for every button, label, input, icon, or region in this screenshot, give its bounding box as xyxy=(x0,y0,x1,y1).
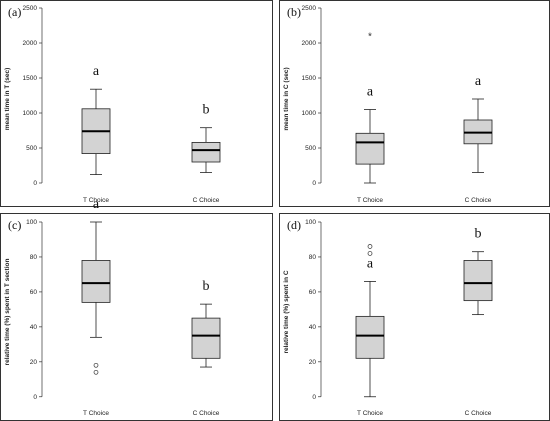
y-tick-label: 80 xyxy=(30,254,38,261)
y-tick-label: 0 xyxy=(33,394,37,401)
box-c-choice: b xyxy=(463,227,493,316)
iqr-box xyxy=(191,141,221,163)
box-c-choice: a xyxy=(463,74,493,173)
iqr-box xyxy=(81,260,111,303)
outlier-point xyxy=(367,244,373,249)
panel-label: (a) xyxy=(8,5,21,19)
y-tick-label: 40 xyxy=(30,324,38,331)
panel-label: (c) xyxy=(8,218,21,232)
y-tick-label: 0 xyxy=(312,180,316,187)
box-t-choice: a xyxy=(81,197,111,375)
y-tick-label: 80 xyxy=(309,254,317,261)
panel-a: (a) 0 500 1000 1500 2000 2500 mean time in T (s… xyxy=(0,0,273,207)
x-tick-label: C Choice xyxy=(465,197,492,204)
y-axis-label: mean time in T (sec) xyxy=(4,68,11,131)
outlier-point xyxy=(93,362,99,368)
box-t-choice: a xyxy=(81,64,111,176)
iqr-box xyxy=(355,132,385,165)
y-tick-label: 1000 xyxy=(302,110,317,117)
y-tick-label: 2500 xyxy=(302,5,317,12)
x-tick-label: T Choice xyxy=(83,410,109,417)
box-c-choice: b xyxy=(191,103,221,173)
y-tick-label: 1500 xyxy=(302,75,317,82)
iqr-box xyxy=(355,315,385,359)
outlier-point xyxy=(367,251,373,256)
y-tick-label: 20 xyxy=(309,359,317,366)
box-t-choice: a xyxy=(355,244,385,398)
y-tick-label: 0 xyxy=(312,394,316,401)
panel-frame xyxy=(279,213,550,421)
panel-label: (b) xyxy=(287,5,301,19)
significance-letter: a xyxy=(475,74,482,89)
significance-letter: b xyxy=(203,103,210,118)
y-tick-label: 2000 xyxy=(302,40,317,47)
y-tick-label: 2000 xyxy=(23,40,38,47)
panel-frame xyxy=(0,213,273,421)
panel-frame xyxy=(279,0,550,207)
significance-letter: b xyxy=(475,227,482,242)
y-tick-label: 100 xyxy=(305,219,316,226)
x-tick-label: T Choice xyxy=(357,197,383,204)
y-tick-label: 40 xyxy=(309,324,317,331)
iqr-box xyxy=(463,260,493,302)
significance-letter: a xyxy=(93,197,100,212)
x-tick-label: T Choice xyxy=(357,410,383,417)
x-tick-label: C Choice xyxy=(465,410,492,417)
significance-letter: b xyxy=(203,279,210,294)
panel-frame xyxy=(0,0,273,207)
significance-letter: a xyxy=(93,64,100,79)
y-tick-label: 20 xyxy=(30,359,38,366)
y-tick-label: 0 xyxy=(33,180,37,187)
x-tick-label: T Choice xyxy=(83,197,109,204)
y-tick-label: 60 xyxy=(309,289,317,296)
extreme-point: * xyxy=(368,31,372,42)
box-c-choice: b xyxy=(191,279,221,368)
panel-b: (b) 0 500 1000 1500 2000 2500 mean time in C (s… xyxy=(279,0,550,207)
y-tick-label: 500 xyxy=(26,145,37,152)
x-tick-label: C Choice xyxy=(193,197,220,204)
panel-label: (d) xyxy=(287,218,301,232)
y-tick-label: 60 xyxy=(30,289,38,296)
y-tick-label: 1500 xyxy=(23,75,38,82)
significance-letter: a xyxy=(367,256,374,271)
panel-d: (d) 0 20 40 60 80 100 relative time (%) spent i… xyxy=(279,213,550,421)
y-axis-label: relative time (%) spent in T section xyxy=(4,259,11,366)
x-tick-label: C Choice xyxy=(193,410,220,417)
panel-c: (c) 0 20 40 60 80 100 relative time (%) spent i… xyxy=(0,197,273,421)
y-tick-label: 1000 xyxy=(23,110,38,117)
significance-letter: a xyxy=(367,85,374,100)
y-axis-label: relative time (%) spent in C xyxy=(283,270,290,353)
box-t-choice: *a xyxy=(355,31,385,184)
y-tick-label: 100 xyxy=(26,219,37,226)
outlier-point xyxy=(93,369,99,375)
y-tick-label: 2500 xyxy=(23,5,38,12)
y-tick-label: 500 xyxy=(305,145,316,152)
iqr-box xyxy=(191,317,221,359)
y-axis-label: mean time in C (sec) xyxy=(283,67,290,130)
